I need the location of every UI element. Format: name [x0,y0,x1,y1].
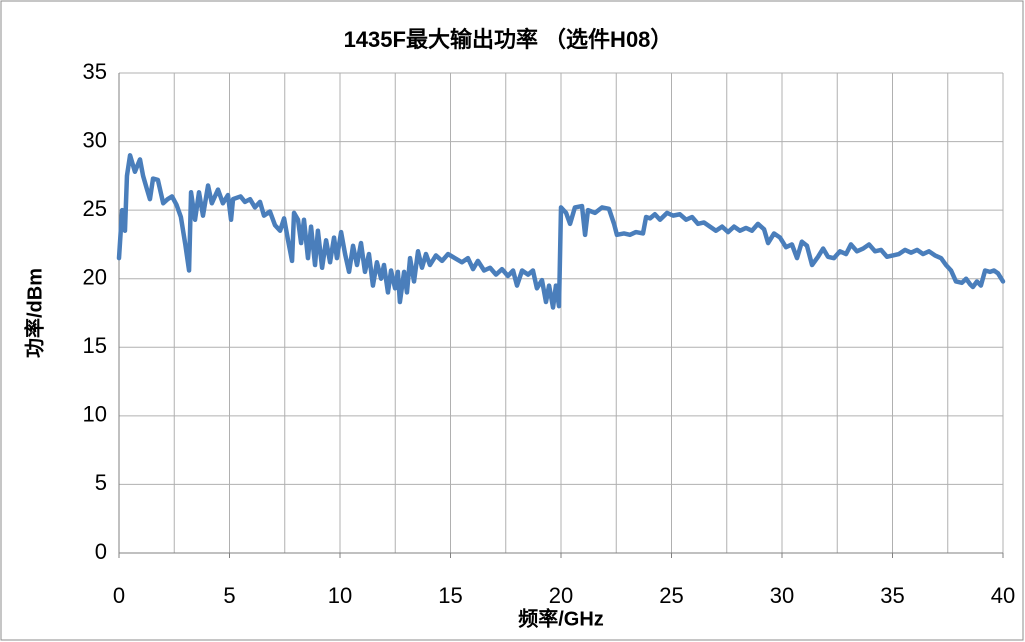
y-tick-label: 10 [83,402,107,427]
x-axis-label: 频率/GHz [518,606,604,630]
x-tick-label: 30 [770,583,794,608]
x-tick-label: 25 [659,583,683,608]
y-tick-label: 0 [95,539,107,564]
chart-title: 1435F最大输出功率 （选件H08） [344,27,673,52]
x-tick-label: 0 [113,583,125,608]
y-tick-label: 25 [83,196,107,221]
y-axis-label: 功率/dBm [22,268,46,358]
y-tick-label: 15 [83,333,107,358]
data-line [116,153,1006,310]
y-tick-label: 20 [83,265,107,290]
x-tick-label: 15 [438,583,462,608]
x-tick-label: 35 [880,583,904,608]
x-tick-label: 20 [549,583,573,608]
y-tick-label: 5 [95,470,107,495]
x-tick-label: 10 [328,583,352,608]
x-tick-label: 40 [991,583,1015,608]
y-tick-label: 35 [83,59,107,84]
y-tick-label: 30 [83,127,107,152]
x-tick-label: 5 [223,583,235,608]
